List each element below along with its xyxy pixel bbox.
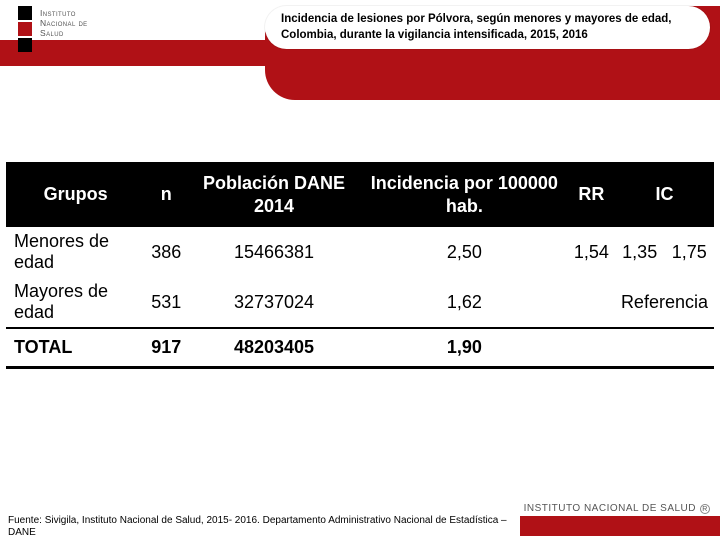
cell-ic2: 1,75: [664, 226, 714, 277]
logo: Instituto Nacional de Salud: [0, 6, 88, 52]
cell-empty: [664, 328, 714, 368]
logo-line: Instituto: [40, 8, 88, 18]
cell-total-pob: 48203405: [187, 328, 361, 368]
cell-total-label: TOTAL: [6, 328, 145, 368]
table-total-row: TOTAL 917 48203405 1,90: [6, 328, 714, 368]
col-incidencia: Incidencia por 100000 hab.: [361, 163, 568, 226]
cell-inc: 1,62: [361, 277, 568, 328]
col-n: n: [145, 163, 187, 226]
col-grupos: Grupos: [6, 163, 145, 226]
cell-inc: 2,50: [361, 226, 568, 277]
incidence-table: Grupos n Población DANE 2014 Incidencia …: [6, 162, 714, 369]
title-container: Incidencia de lesiones por Pólvora, segú…: [88, 6, 720, 49]
cell-rr: 1,54: [568, 226, 615, 277]
cell-n: 386: [145, 226, 187, 277]
cell-grupo: Mayores de edad: [6, 277, 145, 328]
table-header-row: Grupos n Población DANE 2014 Incidencia …: [6, 163, 714, 226]
logo-bars: [18, 6, 32, 52]
logo-bar-icon: [18, 6, 32, 20]
cell-rr: [568, 277, 615, 328]
logo-line: Nacional de: [40, 18, 88, 28]
logo-text: Instituto Nacional de Salud: [40, 6, 88, 39]
cell-empty: [568, 328, 615, 368]
cell-ic1: 1,35: [615, 226, 665, 277]
page-title: Incidencia de lesiones por Pólvora, segú…: [265, 6, 710, 49]
footer: INSTITUTO NACIONAL DE SALUD R Fuente: Si…: [0, 516, 720, 536]
cell-empty: [615, 328, 665, 368]
col-rr: RR: [568, 163, 615, 226]
source-text: Fuente: Sivigila, Instituto Nacional de …: [0, 513, 520, 539]
data-table-area: Grupos n Población DANE 2014 Incidencia …: [0, 162, 720, 369]
registered-icon: R: [700, 504, 710, 514]
cell-pob: 15466381: [187, 226, 361, 277]
logo-bar-icon: [18, 22, 32, 36]
footer-brand-text: INSTITUTO NACIONAL DE SALUD: [524, 503, 696, 514]
cell-grupo: Menores de edad: [6, 226, 145, 277]
footer-brand: INSTITUTO NACIONAL DE SALUD R: [524, 503, 710, 514]
cell-n: 531: [145, 277, 187, 328]
cell-total-inc: 1,90: [361, 328, 568, 368]
header: Instituto Nacional de Salud Incidencia d…: [0, 0, 720, 52]
cell-referencia: Referencia: [615, 277, 714, 328]
table-row: Menores de edad 386 15466381 2,50 1,54 1…: [6, 226, 714, 277]
col-poblacion: Población DANE 2014: [187, 163, 361, 226]
cell-pob: 32737024: [187, 277, 361, 328]
footer-red-bar: Fuente: Sivigila, Instituto Nacional de …: [0, 516, 720, 536]
cell-total-n: 917: [145, 328, 187, 368]
logo-bar-icon: [18, 38, 32, 52]
logo-line: Salud: [40, 28, 88, 38]
table-row: Mayores de edad 531 32737024 1,62 Refere…: [6, 277, 714, 328]
col-ic: IC: [615, 163, 714, 226]
